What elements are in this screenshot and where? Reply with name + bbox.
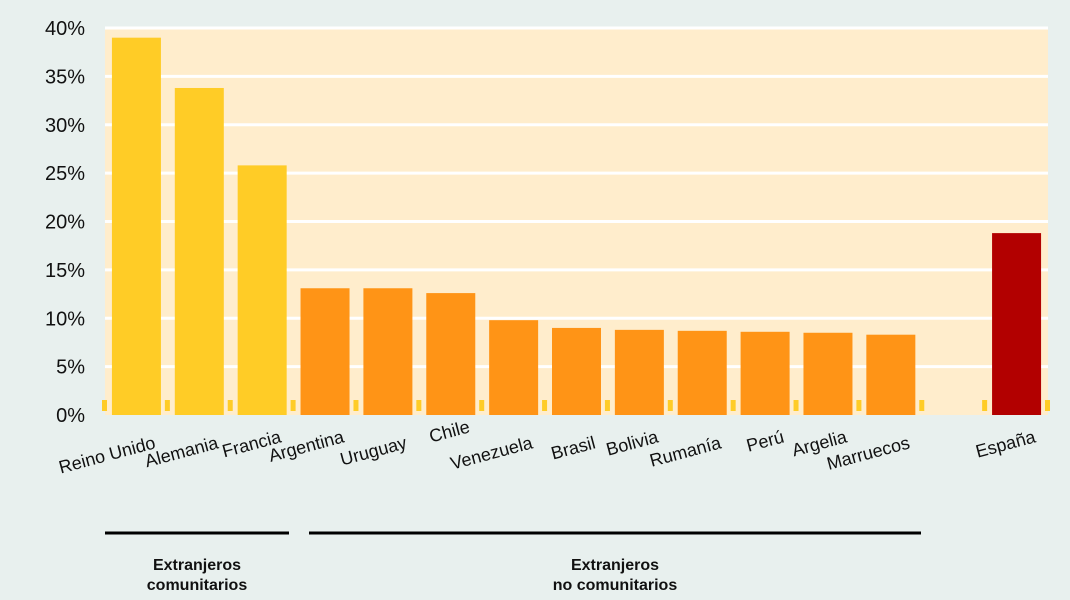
baseline-markers (102, 400, 1050, 411)
bar (677, 330, 727, 415)
baseline-marker (667, 400, 673, 411)
y-tick-label: 15% (45, 260, 85, 282)
baseline-marker (479, 400, 485, 411)
bar (992, 233, 1042, 415)
baseline-marker (793, 400, 799, 411)
group-label-comunitarios: Extranjeros comunitarios (146, 557, 248, 594)
bar (552, 327, 601, 415)
baseline-marker (919, 400, 925, 411)
y-tick-label: 5% (56, 357, 85, 379)
baseline-marker (353, 400, 359, 411)
bar (489, 320, 539, 415)
baseline-marker (604, 400, 610, 411)
bar (866, 334, 916, 415)
x-tick-label: Rumanía (648, 432, 725, 470)
baseline-marker (227, 400, 233, 411)
bar (174, 87, 224, 416)
x-tick-label: Chile (427, 417, 472, 447)
y-tick-label: 10% (45, 308, 85, 330)
bar (426, 293, 476, 415)
x-tick-label: España (973, 426, 1038, 461)
y-tick-label: 20% (45, 212, 85, 234)
bar (237, 165, 287, 415)
bar (614, 329, 664, 415)
bar (740, 331, 790, 415)
bar (363, 288, 413, 415)
y-tick-label: 0% (56, 405, 85, 427)
bar (300, 288, 350, 415)
x-tick-label: Perú (744, 427, 786, 456)
y-tick-label: 30% (45, 115, 85, 137)
y-tick-label: 25% (45, 163, 85, 185)
baseline-marker (982, 400, 988, 411)
baseline-marker (856, 400, 862, 411)
y-tick-label: 35% (45, 66, 85, 88)
baseline-marker (416, 400, 422, 411)
baseline-marker (730, 400, 736, 411)
baseline-marker (164, 400, 170, 411)
x-tick-label: Reino Unido (57, 433, 158, 478)
group-label-no-comunitarios: Extranjeros no comunitarios (552, 557, 678, 594)
y-tick-label: 40% (45, 18, 85, 40)
x-tick-label: Uruguay (338, 433, 409, 470)
y-axis-ticks: 0% 5% 10% 15% 20% 25% 30% 35% 40% (45, 18, 85, 427)
baseline-marker (290, 400, 296, 411)
baseline-marker (102, 400, 107, 411)
baseline-marker (1045, 400, 1050, 411)
bars (111, 37, 1042, 416)
bar (111, 37, 161, 416)
bar (803, 332, 853, 415)
x-tick-label: Alemania (143, 432, 222, 471)
baseline-marker (542, 400, 548, 411)
x-tick-label: Brasil (549, 433, 598, 464)
